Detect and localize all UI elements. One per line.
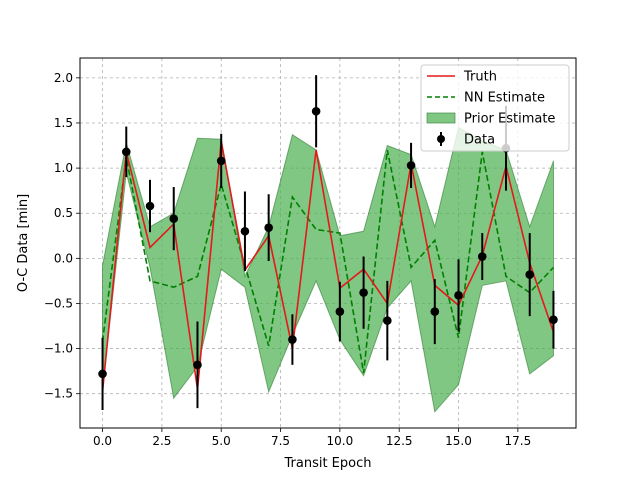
data-point [145,201,155,211]
y-tick-label: 2.0 [54,71,73,85]
plot-frame [79,57,577,429]
data-point [525,270,535,279]
nn-estimate-line [101,149,555,374]
x-tick-label: 5.0 [212,434,231,448]
y-tick-label: 0.5 [54,206,73,220]
series-lines [101,140,555,392]
data-point [216,156,226,166]
data-point [477,252,487,261]
y-axis-label: O-C Data [min] [16,194,31,292]
data-point [121,147,131,157]
y-tick-label: −0.5 [44,296,73,310]
data-point [311,106,321,116]
data-point [383,316,392,325]
data-point [169,214,179,223]
x-tick-label: 15.0 [445,434,472,448]
data-point [454,291,463,300]
legend-label: NN Estimate [464,91,545,106]
y-tick-label: −1.0 [44,342,73,356]
y-tick-label: 1.0 [54,161,73,175]
axis-ticks: 0.0 2.5 5.0 7.5 10.0 12.5 15.0 17.5 −1.5 −1.0 −0.5… [44,71,531,448]
data-point [359,288,368,297]
x-tick-label: 2.5 [152,434,171,448]
y-tick-label: −1.5 [44,387,73,401]
legend: Truth NN Estimate Prior Estimate Data [420,64,570,152]
data-point [193,360,202,370]
x-tick-label: 17.5 [504,434,531,448]
legend-label: Data [464,133,495,148]
data-point [264,223,273,232]
legend-box [420,64,570,152]
legend-label: Prior Estimate [464,112,555,127]
data-point [98,369,107,379]
y-tick-label: 0.0 [54,251,73,265]
y-tick-label: 1.5 [54,116,73,130]
data-point [335,307,345,316]
truth-line [101,140,555,392]
data-point [430,307,440,316]
x-tick-label: 0.0 [93,434,112,448]
x-tick-label: 7.5 [271,434,290,448]
legend-label: Truth [463,70,497,85]
x-tick-label: 12.5 [386,434,413,448]
x-tick-label: 10.0 [327,434,354,448]
legend-swatch-data [437,135,445,143]
x-axis-label: Transit Epoch [283,456,371,471]
legend-swatch-prior-estimate [426,112,456,124]
data-point [240,226,250,236]
data-point [288,335,297,344]
data-point [406,161,416,170]
data-point [549,315,558,325]
